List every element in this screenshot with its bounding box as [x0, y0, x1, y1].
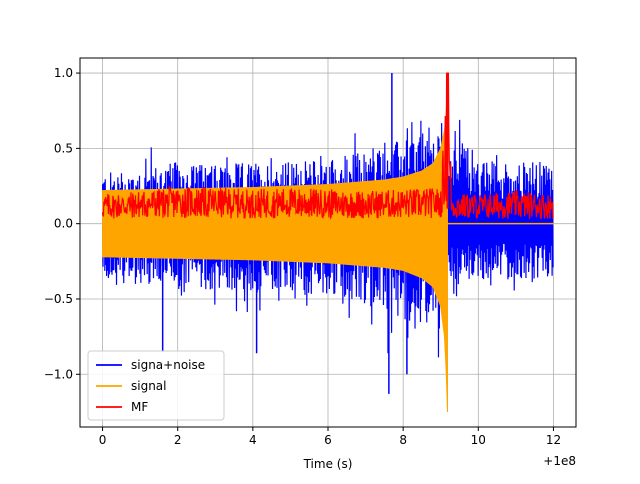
- y-tick-label: 0.5: [54, 141, 73, 155]
- legend-label: signa+noise: [131, 358, 205, 372]
- y-tick-label: 0.0: [54, 217, 73, 231]
- x-tick-label: 6: [324, 433, 332, 447]
- series-area-signal: [102, 80, 448, 412]
- legend: signa+noise signal MF: [87, 350, 225, 421]
- y-tick-label: −1.0: [44, 367, 73, 381]
- y-tick-label: 1.0: [54, 66, 73, 80]
- x-tick-label: 4: [249, 433, 257, 447]
- y-axis: 1.0 0.5 0.0 −0.5 −1.0: [44, 66, 80, 381]
- plot-area: [101, 72, 554, 412]
- x-tick-label: 8: [399, 433, 407, 447]
- x-tick-label: 12: [546, 433, 561, 447]
- legend-label: MF: [131, 400, 148, 414]
- x-offset-label: +1e8: [543, 454, 576, 468]
- x-tick-label: 2: [174, 433, 182, 447]
- x-tick-label: 0: [99, 433, 107, 447]
- legend-box: [87, 350, 225, 421]
- y-tick-label: −0.5: [44, 292, 73, 306]
- x-tick-label: 10: [471, 433, 486, 447]
- legend-label: signal: [131, 379, 167, 393]
- series-line-mf: [101, 72, 554, 220]
- x-axis-label: Time (s): [303, 457, 353, 471]
- x-axis: 0 2 4 6 8 10 12: [99, 427, 561, 447]
